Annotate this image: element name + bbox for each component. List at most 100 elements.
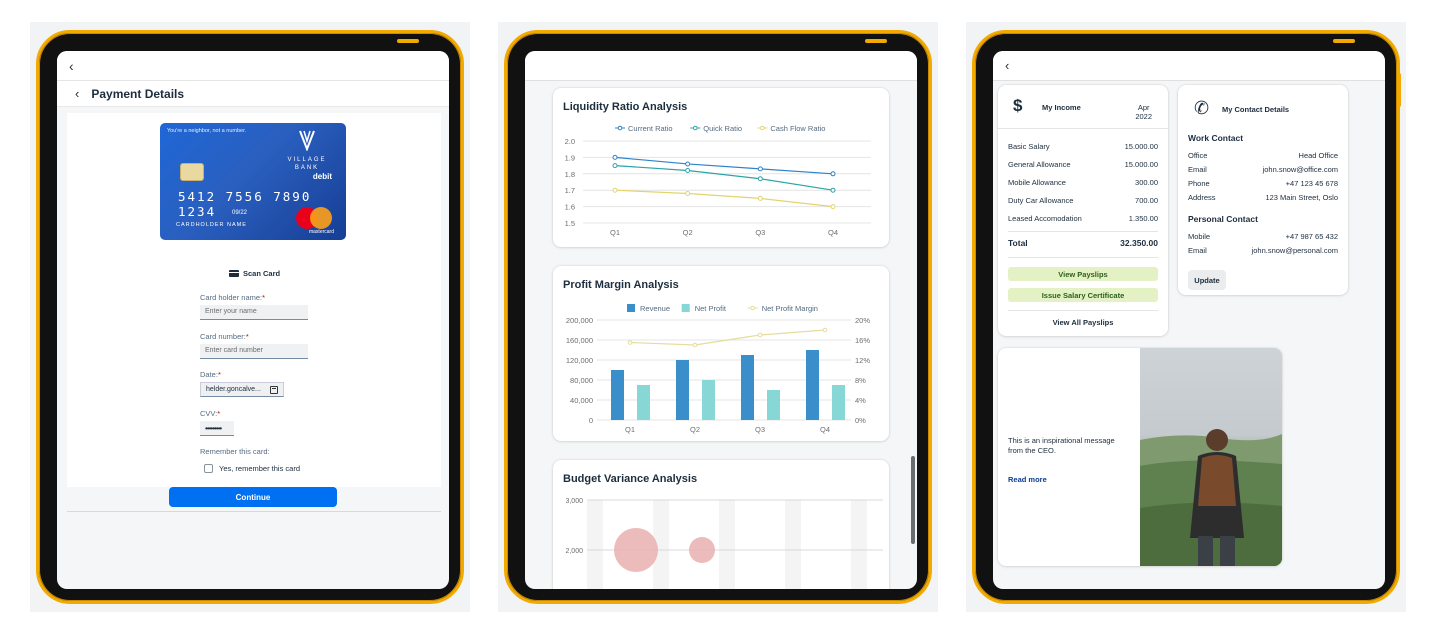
series-line bbox=[614, 156, 834, 175]
scan-card-button[interactable]: Scan Card bbox=[229, 269, 280, 278]
contact-row: Office Head Office bbox=[1188, 151, 1338, 160]
income-row-label: Leased Accomodation bbox=[1008, 214, 1082, 223]
device-button bbox=[397, 39, 419, 43]
card-type: debit bbox=[312, 172, 332, 181]
view-all-payslips-link[interactable]: View All Payslips bbox=[1052, 318, 1114, 327]
income-row-value: 15.000.00 bbox=[1124, 160, 1158, 169]
legend-marker bbox=[750, 305, 755, 311]
back-icon[interactable]: ‹ bbox=[69, 57, 74, 74]
y-tick-label: 160,000 bbox=[566, 336, 593, 345]
legend-swatch bbox=[681, 304, 690, 312]
profit-title: Profit Margin Analysis bbox=[563, 279, 679, 291]
contact-title: My Contact Details bbox=[1222, 105, 1290, 114]
band bbox=[851, 500, 867, 589]
y-tick-label: 1.6 bbox=[565, 203, 575, 212]
date-picker-input[interactable]: helder.goncalve... bbox=[200, 382, 284, 397]
ceo-message: This is an inspirational message from th… bbox=[1008, 436, 1115, 455]
budget-card: Budget Variance Analysis 3,000 2,000 bbox=[553, 460, 889, 589]
liquidity-chart: 2.0 1.9 1.8 1.7 1.6 1.5 Q1 Q2 Q3 Q4 Current Ratio Q… bbox=[565, 124, 871, 237]
band bbox=[653, 500, 669, 589]
contact-row-label: Office bbox=[1188, 151, 1208, 160]
profit-chart: 200,000 160,000 120,000 80,000 40,000 0 20% 16%… bbox=[566, 304, 870, 434]
view-payslips-button[interactable]: View Payslips bbox=[1008, 267, 1158, 281]
income-row-label: Mobile Allowance bbox=[1008, 178, 1066, 187]
portal-screen: ‹ $ My Income Apr 2022 Total 32.350.00 bbox=[993, 51, 1385, 589]
continue-button[interactable]: Continue bbox=[169, 487, 337, 507]
page-header: ‹ Payment Details bbox=[57, 81, 449, 107]
legend-label: Current Ratio bbox=[628, 124, 673, 133]
payment-screen: ‹ ‹ Payment Details You're a neighbor, n… bbox=[57, 51, 449, 589]
chip-icon bbox=[180, 163, 204, 181]
band bbox=[719, 500, 735, 589]
x-tick-label: Q3 bbox=[755, 228, 765, 237]
legend-label: Cash Flow Ratio bbox=[770, 124, 825, 133]
device-frame: ‹ ‹ Payment Details You're a neighbor, n… bbox=[36, 30, 464, 604]
vertical-scrollbar[interactable] bbox=[911, 456, 915, 544]
income-row-value: 300.00 bbox=[1135, 178, 1158, 187]
contact-row-value: john.snow@personal.com bbox=[1251, 246, 1338, 255]
bar bbox=[767, 390, 780, 420]
data-point bbox=[692, 342, 698, 348]
back-icon[interactable]: ‹ bbox=[1005, 58, 1010, 73]
data-point bbox=[757, 166, 763, 172]
income-row-value: 15.000.00 bbox=[1124, 142, 1158, 151]
card-expiry: 09/22 bbox=[232, 210, 248, 216]
device-button bbox=[1333, 39, 1355, 43]
bank-name: VILLAGE BANK bbox=[287, 157, 327, 171]
liquidity-card: Liquidity Ratio Analysis 2.0 1.9 1.8 1.7 1.6… bbox=[553, 88, 889, 247]
header-back-icon[interactable]: ‹ bbox=[75, 86, 80, 101]
update-button[interactable]: Update bbox=[1188, 270, 1226, 290]
x-tick-label: Q1 bbox=[610, 228, 620, 237]
data-point bbox=[685, 168, 691, 174]
y-tick-label: 1.7 bbox=[565, 186, 575, 195]
data-point bbox=[612, 163, 618, 169]
holder-name-input[interactable]: Enter your name bbox=[200, 305, 308, 320]
payment-form: You're a neighbor, not a number. VILLAGE… bbox=[67, 113, 441, 487]
bubble bbox=[689, 537, 715, 563]
income-row-value: 700.00 bbox=[1135, 196, 1158, 205]
contact-row-label: Mobile bbox=[1188, 232, 1211, 241]
y-tick-label: 200,000 bbox=[566, 316, 593, 325]
device-side-button bbox=[1397, 73, 1401, 107]
legend-marker bbox=[617, 125, 623, 131]
income-card: $ My Income Apr 2022 Total 32.350.00 View… bbox=[998, 85, 1168, 336]
tablet-portal: ‹ $ My Income Apr 2022 Total 32.350.00 bbox=[966, 22, 1406, 612]
series-line bbox=[629, 329, 826, 346]
card-number-input[interactable]: Enter card number bbox=[200, 344, 308, 359]
income-row-label: Duty Car Allowance bbox=[1008, 196, 1074, 205]
income-row-label: Basic Salary bbox=[1008, 142, 1050, 151]
legend-label: Quick Ratio bbox=[703, 124, 742, 133]
contact-row-value: 123 Main Street, Oslo bbox=[1265, 193, 1338, 202]
cvv-input[interactable]: ••••••••• bbox=[200, 421, 234, 436]
contact-row-label: Email bbox=[1188, 246, 1207, 255]
dollar-icon: $ bbox=[1013, 96, 1023, 115]
remember-option-label: Yes, remember this card bbox=[219, 464, 301, 473]
contact-row-value: +47 123 45 678 bbox=[1285, 179, 1338, 188]
x-tick-label: Q4 bbox=[820, 425, 830, 434]
issue-certificate-button[interactable]: Issue Salary Certificate bbox=[1008, 288, 1158, 302]
bubble bbox=[614, 528, 658, 572]
read-more-link[interactable]: Read more bbox=[1008, 475, 1047, 484]
bar bbox=[702, 380, 715, 420]
legend-swatch bbox=[627, 304, 635, 312]
income-row: Mobile Allowance 300.00 bbox=[1008, 178, 1158, 187]
mastercard-logo-icon bbox=[296, 207, 332, 229]
data-point bbox=[685, 161, 691, 167]
liquidity-title: Liquidity Ratio Analysis bbox=[563, 101, 688, 113]
bar bbox=[741, 355, 754, 420]
income-divider bbox=[1008, 310, 1158, 311]
x-tick-label: Q2 bbox=[690, 425, 700, 434]
debit-card-image: You're a neighbor, not a number. VILLAGE… bbox=[160, 123, 346, 240]
remember-label: Remember this card: bbox=[200, 447, 270, 456]
contact-row-label: Email bbox=[1188, 165, 1207, 174]
data-point bbox=[830, 187, 836, 193]
personal-contact-title: Personal Contact bbox=[1188, 214, 1258, 224]
cvv-label: CVV:* bbox=[200, 409, 221, 418]
remember-checkbox-row[interactable]: Yes, remember this card bbox=[204, 464, 300, 473]
device-button bbox=[865, 39, 887, 43]
remember-checkbox[interactable] bbox=[204, 464, 213, 473]
data-point bbox=[830, 204, 836, 210]
band bbox=[785, 500, 801, 589]
calendar-icon[interactable] bbox=[270, 385, 278, 394]
top-nav-bar: ‹ bbox=[993, 51, 1385, 81]
